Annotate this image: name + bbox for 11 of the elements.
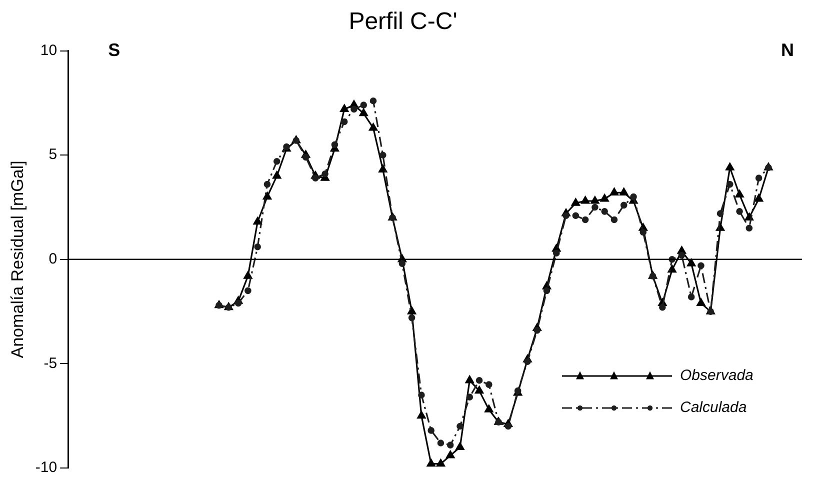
y-tick-label: 5	[48, 146, 58, 164]
y-axis-title: Anomalía Residual [mGal]	[8, 160, 27, 358]
y-tick-label: 0	[48, 250, 58, 268]
legend-label: Observada	[680, 367, 754, 384]
y-tick-label: 10	[40, 42, 58, 59]
y-tick-label: -10	[35, 459, 58, 476]
text: S	[108, 40, 120, 60]
chart-title: Perfil C-C'	[348, 8, 458, 36]
y-tick-label: -5	[44, 354, 58, 372]
text: N	[781, 40, 794, 60]
legend-label: Calculada	[680, 399, 747, 416]
